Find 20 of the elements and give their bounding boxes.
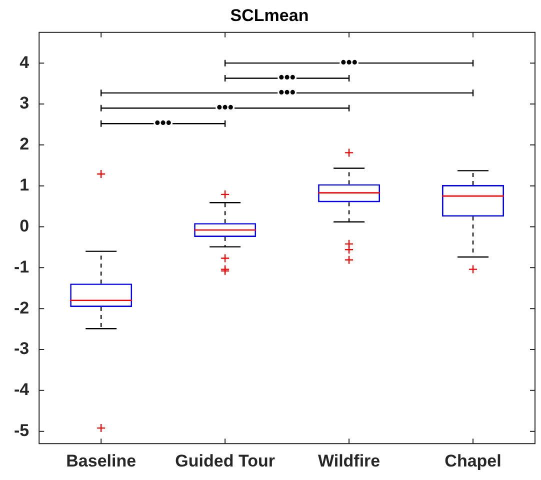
chart-title: SCLmean	[230, 6, 309, 25]
y-tick-label: 2	[20, 134, 30, 154]
y-tick-label: 1	[20, 176, 30, 195]
annotation: •••	[278, 84, 296, 102]
y-tick-label: -2	[14, 298, 30, 318]
y-tick-label: 0	[20, 216, 30, 236]
x-tick-label: Wildfire	[318, 451, 380, 470]
y-tick-label: -5	[14, 421, 30, 440]
y-tick-label: 3	[20, 94, 30, 113]
x-tick-label: Chapel	[444, 451, 502, 470]
annotation: •••	[154, 115, 172, 132]
y-tick-label: -3	[14, 339, 30, 358]
annotation: •••	[278, 70, 296, 87]
annotation: •••	[340, 54, 358, 72]
x-tick-label: Baseline	[66, 451, 136, 470]
x-tick-label: Guided Tour	[175, 451, 276, 470]
y-tick-label: -1	[14, 257, 30, 276]
y-tick-label: 4	[20, 52, 30, 72]
y-tick-label: -4	[14, 380, 30, 400]
annotation: •••	[216, 100, 234, 116]
